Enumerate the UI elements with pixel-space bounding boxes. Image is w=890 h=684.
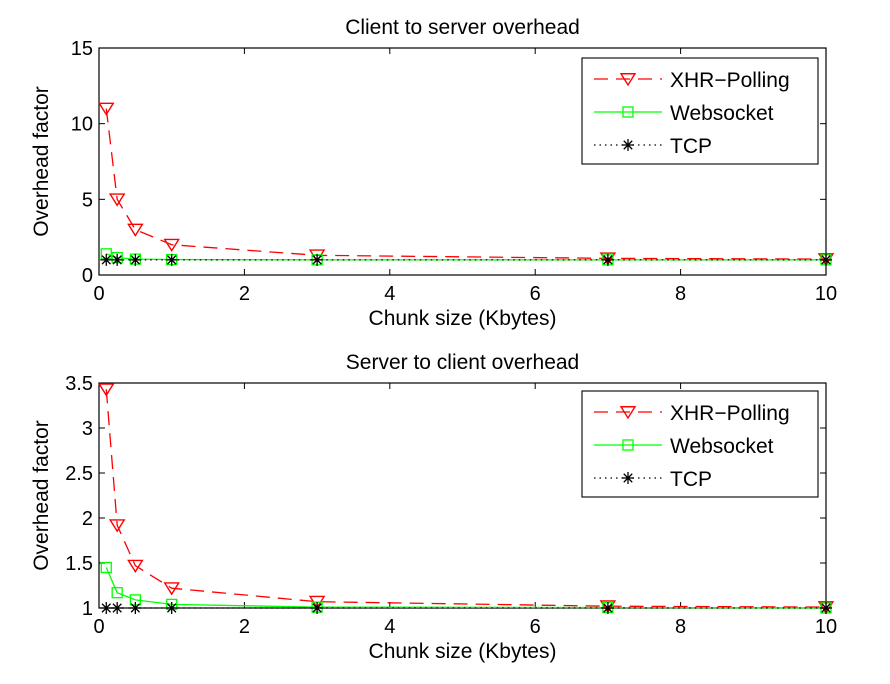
legend-marker: [619, 73, 637, 87]
asterisk-stroke: [603, 255, 613, 265]
data-point-marker: [820, 602, 832, 614]
data-point-marker: [127, 559, 144, 573]
x-tick-label: 8: [675, 616, 686, 638]
y-tick-label: 5: [82, 189, 93, 211]
data-point-marker: [601, 602, 614, 614]
y-tick-label: 1.5: [65, 553, 93, 575]
legend-marker: [622, 472, 634, 484]
legend-marker: [619, 406, 637, 420]
y-tick-label: 2.5: [65, 463, 93, 485]
asterisk-stroke: [166, 603, 177, 613]
legend-entry-label: Websocket: [670, 435, 774, 458]
asterisk-stroke: [623, 473, 633, 483]
x-tick-label: 6: [530, 283, 541, 305]
data-point-marker: [111, 253, 124, 266]
asterisk-stroke: [821, 603, 831, 613]
chart-panel-2: Server to client overhead 0 2 4 6 8 10 1 1.5 2 2.5…: [30, 351, 837, 663]
legend: XHR−Polling Websocket TCP: [581, 390, 819, 498]
chart-title: Server to client overhead: [346, 351, 579, 374]
y-axis-label: Overhead factor: [30, 86, 53, 237]
data-point-marker: [108, 193, 126, 207]
asterisk-stroke: [130, 255, 141, 265]
x-tick-label: 8: [675, 283, 686, 305]
data-point-marker: [98, 383, 115, 397]
y-tick-label: 15: [71, 38, 93, 60]
legend-marker: [622, 139, 634, 151]
data-point-marker: [129, 602, 142, 614]
asterisk-stroke: [101, 255, 111, 265]
y-axis-label: Overhead factor: [30, 420, 53, 571]
data-point-marker: [108, 519, 126, 533]
data-point-marker: [311, 253, 324, 266]
data-point-marker: [165, 602, 178, 614]
data-point-marker: [100, 602, 113, 614]
chart-panel-1: Client to server overhead 0 2 4 6 8 10 0 5 10 15 Ch…: [30, 16, 837, 330]
data-point-marker: [163, 238, 180, 253]
y-tick-label: 10: [71, 114, 93, 136]
asterisk-stroke: [166, 255, 177, 265]
data-point-marker: [311, 602, 324, 614]
y-tick-label: 0: [82, 265, 93, 287]
legend-box: [581, 390, 819, 498]
x-axis-label: Chunk size (Kbytes): [369, 307, 557, 330]
legend-box: [581, 57, 819, 165]
x-tick-label: 10: [815, 616, 837, 638]
x-axis-label: Chunk size (Kbytes): [369, 640, 557, 663]
data-point-marker: [599, 252, 617, 266]
data-point-marker: [599, 600, 617, 614]
series-tcp: [100, 253, 832, 266]
x-tick-label: 4: [384, 616, 395, 638]
asterisk-stroke: [603, 603, 613, 613]
data-point-marker: [98, 102, 115, 116]
data-point-marker: [601, 253, 614, 266]
x-tick-label: 0: [93, 283, 104, 305]
x-tick-label: 6: [530, 616, 541, 638]
series-tcp: [100, 602, 832, 614]
data-point-marker: [163, 582, 180, 596]
asterisk-stroke: [112, 255, 122, 265]
data-point-marker: [111, 587, 123, 599]
x-tick-label: 0: [93, 616, 104, 638]
data-point-marker: [100, 253, 113, 266]
asterisk-stroke: [312, 255, 322, 265]
x-tick-label: 2: [239, 616, 250, 638]
legend-marker: [622, 106, 634, 118]
legend-entry-label: Websocket: [670, 102, 774, 125]
legend-entry-label: TCP: [670, 468, 712, 491]
x-tick-label: 4: [384, 283, 395, 305]
x-tick-label: 10: [815, 283, 837, 305]
legend-marker: [622, 439, 634, 451]
data-point-marker: [111, 602, 124, 614]
legend-entry-label: TCP: [670, 135, 712, 158]
legend-entry-label: XHR−Polling: [670, 402, 790, 425]
legend-entry-label: XHR−Polling: [670, 69, 790, 92]
asterisk-stroke: [130, 603, 141, 613]
y-tick-label: 3.5: [65, 373, 93, 395]
asterisk-stroke: [312, 603, 322, 613]
data-point-marker: [127, 223, 144, 237]
asterisk-stroke: [623, 140, 633, 150]
data-point-marker: [165, 253, 178, 266]
data-point-marker: [129, 253, 142, 266]
legend: XHR−Polling Websocket TCP: [581, 57, 819, 165]
y-tick-label: 2: [82, 508, 93, 530]
asterisk-stroke: [821, 255, 831, 265]
asterisk-stroke: [101, 603, 111, 613]
x-tick-label: 2: [239, 283, 250, 305]
data-point-marker: [100, 561, 112, 574]
chart-title: Client to server overhead: [345, 16, 580, 39]
y-tick-label: 3: [82, 418, 93, 440]
y-tick-label: 1: [82, 598, 93, 620]
data-point-marker: [820, 253, 832, 266]
asterisk-stroke: [112, 603, 122, 613]
